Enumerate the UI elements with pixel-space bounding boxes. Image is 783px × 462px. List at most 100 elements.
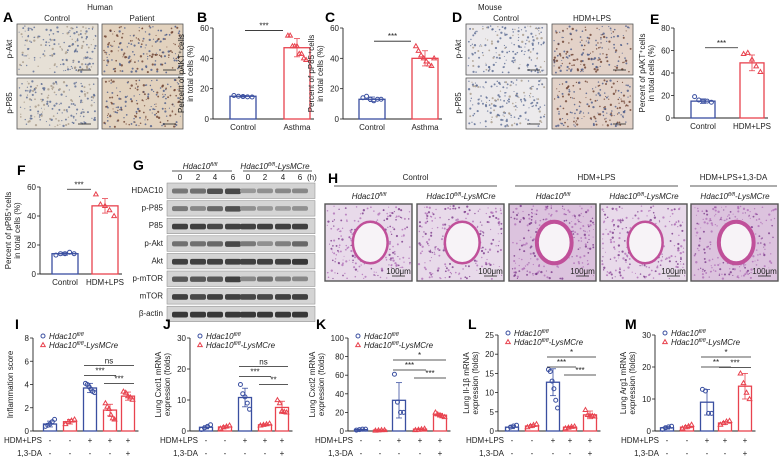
y-axis-label: Lung Cxcl2 mRNA bbox=[308, 351, 317, 417]
condition-sign: - bbox=[686, 449, 689, 458]
y-tick-label: 4 bbox=[25, 381, 30, 390]
blot-band bbox=[207, 206, 223, 212]
data-point bbox=[375, 426, 382, 433]
condition-sign: + bbox=[743, 449, 748, 458]
panel-letter: A bbox=[3, 9, 13, 25]
condition-sign: + bbox=[551, 436, 556, 445]
data-point bbox=[244, 400, 250, 406]
blot-band bbox=[225, 223, 241, 230]
data-point bbox=[360, 426, 366, 432]
data-point bbox=[249, 94, 255, 100]
blot-band bbox=[207, 276, 223, 282]
condition-sign: + bbox=[418, 436, 423, 445]
data-point bbox=[757, 68, 764, 74]
condition-sign: - bbox=[419, 449, 422, 458]
data-point bbox=[743, 389, 750, 395]
data-point bbox=[662, 425, 668, 431]
group-header: HDM+LPS+1,3-DA bbox=[700, 173, 768, 182]
micrograph bbox=[101, 77, 184, 130]
blot-band bbox=[292, 223, 308, 230]
data-point bbox=[354, 341, 362, 348]
data-point bbox=[428, 62, 435, 69]
blot-band bbox=[275, 258, 291, 265]
blot-band bbox=[257, 223, 273, 230]
condition-sign: - bbox=[69, 449, 72, 458]
data-point bbox=[688, 421, 695, 427]
blot-band bbox=[190, 311, 206, 318]
chart-J: J 0 10 20 30 Lung Cxcl1 mRNA expression (folds… bbox=[154, 316, 293, 458]
condition-sign: - bbox=[569, 449, 572, 458]
blot-band bbox=[257, 241, 273, 246]
x-tick-label: Control bbox=[230, 123, 256, 132]
scale-bar-label: 100μm bbox=[478, 267, 503, 276]
y-tick-label: 15 bbox=[485, 369, 494, 378]
condition-sign: - bbox=[379, 436, 382, 445]
blot-band bbox=[190, 276, 206, 282]
condition-sign: - bbox=[666, 436, 669, 445]
y-axis-label: Lung Arg1 mRNA bbox=[619, 351, 628, 414]
panel-D: D Mouse Control HDM+LPS p-Akt p-P85 bbox=[452, 3, 634, 130]
row-label: p-Akt bbox=[5, 39, 14, 58]
y-axis-label: in total cells (%) bbox=[186, 45, 195, 102]
panel-letter: H bbox=[328, 170, 338, 186]
bar bbox=[229, 95, 257, 120]
blot-band bbox=[275, 241, 291, 247]
y-tick-label: 40 bbox=[200, 54, 209, 63]
data-point bbox=[71, 415, 78, 422]
blot-band bbox=[225, 276, 241, 283]
significance-label: *** bbox=[425, 369, 434, 378]
data-point bbox=[507, 424, 513, 430]
y-tick-label: 20 bbox=[642, 363, 651, 372]
y-axis-label: in total cells (%) bbox=[316, 45, 325, 102]
condition-sign: + bbox=[743, 436, 748, 445]
data-point bbox=[300, 54, 307, 61]
blot-band bbox=[225, 241, 241, 247]
panel-letter: F bbox=[17, 162, 26, 178]
condition-sign: - bbox=[360, 449, 363, 458]
data-point bbox=[417, 51, 425, 58]
blot-band bbox=[225, 311, 241, 318]
blot-label: P85 bbox=[149, 221, 164, 230]
data-point bbox=[708, 99, 714, 105]
significance-label: *** bbox=[388, 32, 397, 41]
data-point bbox=[740, 379, 747, 386]
y-axis-label: Percent of pAKT⁺cells bbox=[177, 34, 186, 113]
x-tick-label: Asthma bbox=[411, 123, 439, 132]
blot-band bbox=[207, 311, 223, 318]
condition-sign: + bbox=[88, 436, 93, 445]
blot-band bbox=[240, 311, 256, 318]
data-point bbox=[511, 423, 517, 429]
data-point bbox=[298, 50, 305, 56]
data-point bbox=[127, 393, 134, 400]
panel-letter: M bbox=[625, 316, 637, 332]
panel-letter: L bbox=[468, 316, 477, 332]
blot-band bbox=[240, 188, 256, 194]
blot-band bbox=[207, 294, 223, 300]
blot-band bbox=[190, 223, 206, 230]
y-axis-label: Percent of pAKT⁺cells bbox=[638, 34, 647, 113]
data-point bbox=[504, 338, 512, 345]
condition-sign: - bbox=[205, 449, 208, 458]
condition-sign: - bbox=[511, 449, 514, 458]
data-point bbox=[266, 420, 273, 426]
y-tick-label: 0 bbox=[335, 115, 340, 124]
image-label: Hdac10fl/fl-LysMCre bbox=[700, 192, 770, 201]
significance-label: ns bbox=[259, 358, 267, 367]
image-label: Hdac10fl/fl-LysMCre bbox=[426, 192, 496, 201]
y-axis-label: expression (folds) bbox=[317, 353, 326, 416]
blot-band bbox=[275, 223, 291, 230]
image-label: Hdac10fl/fl bbox=[536, 192, 571, 201]
condition-sign: + bbox=[397, 436, 402, 445]
data-point bbox=[415, 47, 422, 53]
image-label: Hdac10fl/fl-LysMCre bbox=[609, 192, 679, 201]
data-point bbox=[122, 389, 129, 395]
panel-letter: K bbox=[316, 316, 326, 332]
group-header: Hdac10fl/fl-LysMCre bbox=[240, 162, 310, 171]
data-point bbox=[105, 405, 113, 412]
data-point bbox=[363, 426, 369, 432]
data-point bbox=[430, 54, 438, 61]
image-label: Hdac10fl/fl bbox=[352, 192, 387, 201]
y-axis-label: Percent of pP85⁺cells bbox=[4, 192, 13, 270]
condition-sign: + bbox=[280, 436, 285, 445]
data-point bbox=[208, 422, 214, 428]
